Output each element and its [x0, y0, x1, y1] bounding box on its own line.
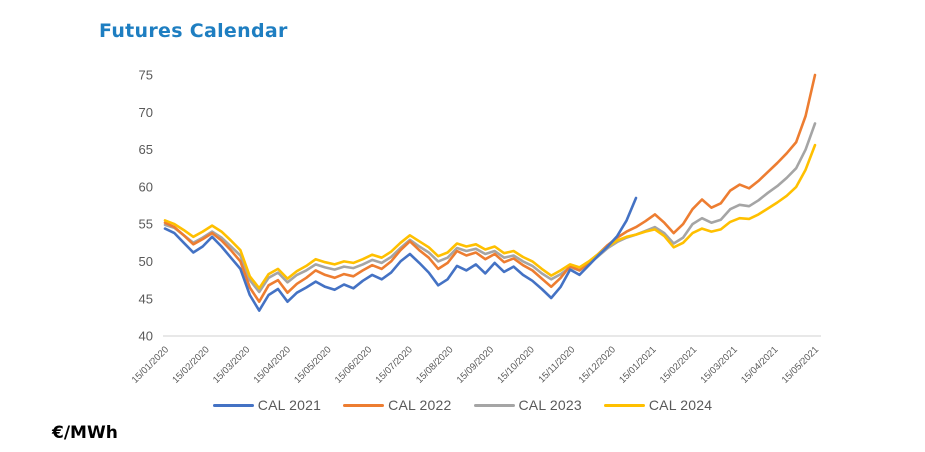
y-axis-tick-label: 40: [139, 329, 153, 344]
legend-item-cal-2022: CAL 2022: [343, 397, 451, 413]
x-axis-tick-label: 15/04/2021: [739, 344, 780, 385]
x-axis-tick-label: 15/09/2020: [455, 344, 496, 385]
x-axis-tick-label: 15/03/2021: [698, 344, 739, 385]
legend-swatch-cal-2023: [473, 403, 515, 407]
x-axis-tick-label: 15/12/2020: [577, 344, 618, 385]
x-axis-tick-label: 15/08/2020: [414, 344, 455, 385]
x-axis-tick-label: 15/01/2021: [617, 344, 658, 385]
legend-label-cal-2024: CAL 2024: [648, 397, 713, 413]
unit-label: €/MWh: [52, 423, 118, 443]
y-axis-tick-label: 50: [139, 254, 153, 269]
x-axis-tick-label: 15/04/2020: [252, 344, 293, 385]
x-axis-tick-label: 15/05/2020: [292, 344, 333, 385]
x-axis-tick-label: 15/05/2021: [780, 344, 821, 385]
series-line-cal-2022: [163, 73, 817, 303]
legend-swatch-cal-2021: [212, 403, 254, 407]
legend-swatch-cal-2024: [603, 403, 645, 407]
chart-legend: CAL 2021 CAL 2022 CAL 2023 CAL 2024: [0, 397, 925, 413]
y-axis-tick-label: 65: [139, 142, 153, 157]
y-axis-tick-label: 45: [139, 291, 153, 306]
x-axis-tick-label: 15/11/2020: [536, 344, 577, 385]
y-axis-tick-label: 60: [139, 179, 153, 194]
y-axis-tick-label: 70: [139, 105, 153, 120]
legend-label-cal-2021: CAL 2021: [257, 397, 322, 413]
x-axis-tick-label: 15/10/2020: [495, 344, 536, 385]
series-line-cal-2021: [163, 196, 638, 312]
x-axis-tick-label: 15/06/2020: [333, 344, 374, 385]
legend-item-cal-2023: CAL 2023: [473, 397, 582, 413]
series-line-cal-2024: [163, 143, 817, 290]
y-axis-tick-label: 55: [139, 217, 153, 232]
legend-label-cal-2023: CAL 2023: [518, 397, 582, 413]
legend-item-cal-2024: CAL 2024: [603, 397, 713, 413]
x-axis-tick-label: 15/07/2020: [373, 344, 414, 385]
x-axis-tick-label: 15/02/2020: [170, 344, 211, 385]
legend-swatch-cal-2022: [343, 403, 385, 407]
x-axis-tick-label: 15/01/2020: [130, 344, 171, 385]
series-line-cal-2023: [163, 122, 817, 294]
x-axis-tick-label: 15/03/2020: [211, 344, 252, 385]
legend-item-cal-2021: CAL 2021: [212, 397, 322, 413]
y-axis-tick-label: 75: [139, 68, 153, 83]
x-axis-tick-label: 15/02/2021: [658, 344, 699, 385]
chart-title: Futures Calendar: [99, 20, 288, 42]
legend-label-cal-2022: CAL 2022: [388, 397, 452, 413]
